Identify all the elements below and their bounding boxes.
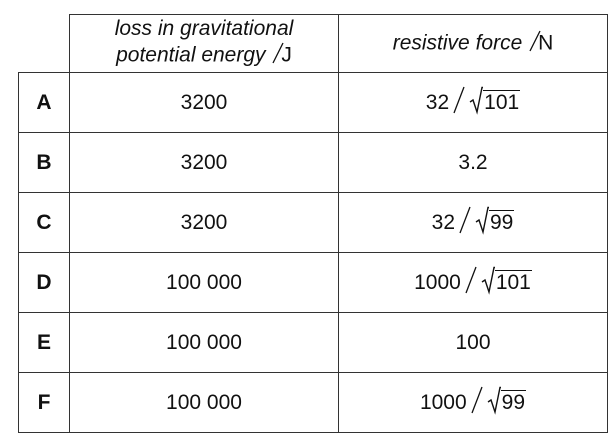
force-cell: 100 [338, 312, 608, 373]
header-text: potential energy [116, 43, 266, 67]
energy-cell: 3200 [69, 72, 339, 133]
slash-glyph [465, 266, 477, 293]
force-fraction: 32 99 [432, 205, 515, 241]
numerator: 32 [431, 210, 455, 234]
sqrt: 101 [481, 265, 532, 301]
slash-glyph [272, 42, 284, 63]
header-cell: loss in gravitational potential energy J [69, 14, 339, 73]
radical-glyph [487, 386, 501, 415]
slash [452, 85, 466, 121]
header-text: resistive force [392, 31, 523, 55]
slash-glyph [459, 206, 471, 233]
radicand: 99 [489, 210, 515, 234]
force-fraction: 1000 99 [419, 385, 527, 421]
force-fraction: 1000 101 [414, 265, 532, 301]
radical-glyph [481, 266, 495, 295]
force-cell: 32 101 [338, 72, 608, 133]
energy-cell: 3200 [69, 192, 339, 253]
table-row: F 100 000 1000 99 [18, 372, 608, 433]
sqrt: 99 [475, 205, 515, 241]
radical [481, 265, 495, 301]
sqrt: 101 [469, 85, 521, 121]
row-label: C [18, 192, 70, 253]
force-value: 3.2 [458, 150, 488, 174]
force-fraction: 32 101 [425, 85, 521, 121]
row-label: A [18, 72, 70, 133]
slash-glyph [529, 30, 541, 51]
energy-cell: 100 000 [69, 252, 339, 313]
header-line: loss in gravitational [70, 17, 338, 41]
radical [469, 85, 484, 121]
slash-glyph [471, 386, 483, 413]
energy-cell: 100 000 [69, 312, 339, 373]
force-cell: 3.2 [338, 132, 608, 193]
radicand: 101 [494, 270, 532, 294]
sqrt: 99 [487, 385, 527, 421]
slash [528, 29, 541, 59]
header-line: resistive force N [339, 29, 607, 59]
radical-glyph [469, 86, 484, 115]
row-label: B [18, 132, 70, 193]
numerator: 32 [425, 90, 450, 114]
empty-cell [18, 14, 70, 73]
radical [475, 205, 489, 241]
row-label: D [18, 252, 70, 313]
table-row: C 3200 32 99 [18, 192, 608, 253]
force-cell: 32 99 [338, 192, 608, 253]
force-cell: 1000 99 [338, 372, 608, 433]
slash [470, 385, 484, 421]
radicand: 101 [483, 90, 521, 114]
table-row: A 3200 32 101 [18, 72, 608, 133]
header-text: loss in gravitational [114, 16, 294, 40]
slash [271, 41, 284, 71]
table-row: D 100 000 1000 101 [18, 252, 608, 313]
header-cell: resistive force N [338, 14, 608, 73]
header-line: potential energy J [70, 41, 338, 71]
numerator: 1000 [419, 390, 467, 414]
unit: N [538, 31, 554, 55]
radical [487, 385, 501, 421]
energy-cell: 100 000 [69, 372, 339, 433]
row-label: E [18, 312, 70, 373]
force-cell: 1000 101 [338, 252, 608, 313]
table-row: B 3200 3.2 [18, 132, 608, 193]
energy-cell: 3200 [69, 132, 339, 193]
numerator: 1000 [414, 270, 461, 294]
table-row: E 100 000 100 [18, 312, 608, 373]
slash [458, 205, 472, 241]
row-label: F [18, 372, 70, 433]
radicand: 99 [500, 390, 527, 414]
slash-glyph [453, 86, 465, 113]
slash [464, 265, 478, 301]
radical-glyph [475, 206, 489, 235]
unit: J [281, 43, 292, 67]
force-value: 100 [455, 330, 491, 354]
